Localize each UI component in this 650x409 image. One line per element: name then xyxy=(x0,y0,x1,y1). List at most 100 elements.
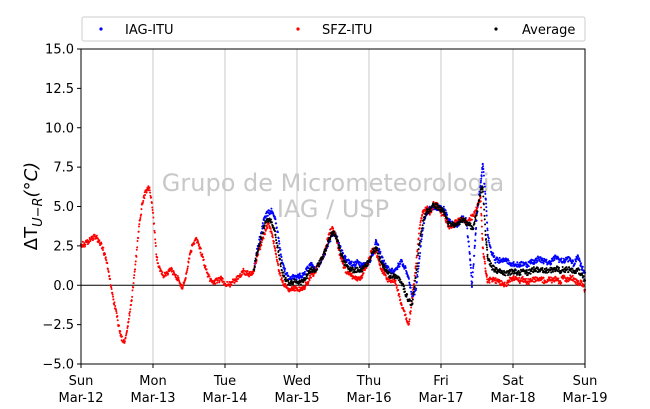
x-tick-label-day: Thu xyxy=(356,374,381,389)
data-point xyxy=(557,277,560,280)
data-point xyxy=(414,279,417,282)
data-point xyxy=(474,233,477,236)
data-point xyxy=(416,275,419,278)
data-point xyxy=(275,239,278,242)
data-point xyxy=(484,269,487,273)
data-point xyxy=(341,252,343,255)
data-point xyxy=(511,264,514,267)
data-point xyxy=(406,293,409,296)
data-point xyxy=(471,271,474,274)
data-point xyxy=(310,270,313,273)
data-point xyxy=(96,237,99,240)
data-point xyxy=(378,260,381,263)
data-point xyxy=(167,272,170,275)
data-point xyxy=(279,257,282,260)
data-point xyxy=(260,237,263,240)
data-point xyxy=(484,198,487,201)
y-axis-label: ΔTU−R(°C) xyxy=(21,162,46,250)
data-point xyxy=(279,274,282,277)
data-point xyxy=(257,249,260,252)
data-point xyxy=(484,262,487,265)
data-point xyxy=(295,278,298,281)
data-point xyxy=(329,240,332,243)
data-point xyxy=(377,252,380,255)
x-tick-label-day: Fri xyxy=(433,374,449,389)
data-point xyxy=(350,272,353,275)
series-layer xyxy=(79,162,587,344)
data-point xyxy=(414,267,417,270)
data-point xyxy=(416,254,419,257)
data-point xyxy=(153,231,156,234)
data-point xyxy=(276,246,279,249)
data-point xyxy=(468,250,471,253)
data-point xyxy=(416,265,419,268)
legend-label: IAG-ITU xyxy=(125,23,174,38)
data-point xyxy=(153,222,156,225)
data-point xyxy=(284,267,287,270)
data-point xyxy=(408,281,411,284)
data-point xyxy=(503,281,506,284)
data-point xyxy=(358,266,361,269)
data-point xyxy=(472,263,475,266)
data-point xyxy=(573,262,576,265)
data-point xyxy=(478,199,481,202)
data-point xyxy=(509,280,512,283)
data-point xyxy=(419,233,422,236)
data-point xyxy=(379,264,382,267)
data-point xyxy=(518,282,521,285)
data-point xyxy=(349,266,352,269)
data-point xyxy=(464,219,467,222)
data-point xyxy=(384,266,387,269)
data-point xyxy=(126,325,129,328)
data-point xyxy=(527,278,530,281)
data-point xyxy=(472,265,475,268)
data-point xyxy=(436,203,439,206)
data-point xyxy=(131,289,134,292)
data-point xyxy=(404,313,407,316)
data-point xyxy=(132,286,135,289)
data-point xyxy=(568,266,571,269)
data-point xyxy=(412,290,415,293)
data-point xyxy=(372,253,375,256)
data-point xyxy=(396,284,399,287)
data-point xyxy=(486,255,489,258)
x-tick-label-day: Sun xyxy=(69,374,94,389)
data-point xyxy=(485,246,488,249)
data-point xyxy=(402,285,405,288)
data-point xyxy=(487,237,490,240)
data-point xyxy=(237,277,240,280)
data-point xyxy=(545,258,548,261)
data-point xyxy=(477,202,480,205)
data-point xyxy=(535,279,538,282)
data-point xyxy=(336,238,339,241)
data-point xyxy=(398,295,401,298)
data-point xyxy=(193,242,196,245)
data-point xyxy=(274,233,277,236)
data-point xyxy=(486,253,489,256)
data-point xyxy=(125,332,128,335)
data-point xyxy=(310,276,313,279)
data-point xyxy=(485,210,488,213)
data-point xyxy=(381,263,384,266)
data-point xyxy=(358,270,361,273)
data-point xyxy=(177,276,180,279)
data-point xyxy=(148,189,151,192)
data-point xyxy=(558,266,561,269)
data-point xyxy=(151,209,154,212)
data-point xyxy=(419,234,422,237)
data-point xyxy=(423,218,426,221)
data-point xyxy=(185,271,188,274)
data-point xyxy=(529,272,532,275)
data-point xyxy=(483,218,486,221)
data-point xyxy=(379,250,382,253)
data-point xyxy=(214,282,217,285)
data-point xyxy=(480,171,483,174)
data-point xyxy=(488,260,491,263)
data-point xyxy=(197,240,199,243)
data-point xyxy=(275,253,278,256)
data-point xyxy=(425,213,428,216)
data-point xyxy=(512,260,515,263)
data-point xyxy=(158,265,161,268)
data-point xyxy=(272,240,275,243)
data-point xyxy=(339,249,342,252)
